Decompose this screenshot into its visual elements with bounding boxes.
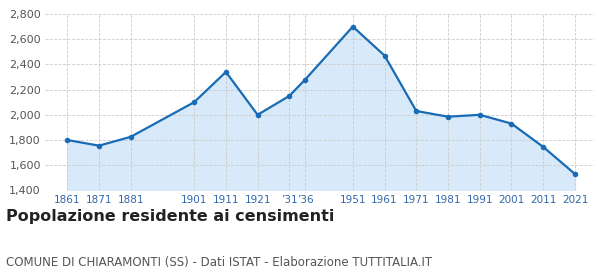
Point (538, 145, 548, 149)
Text: COMUNE DI CHIARAMONTI (SS) - Dati ISTAT - Elaborazione TUTTITALIA.IT: COMUNE DI CHIARAMONTI (SS) - Dati ISTAT … (6, 256, 432, 269)
Point (301, 77, 310, 82)
Point (62, 138, 72, 142)
Point (570, 172, 580, 176)
Point (94, 143, 104, 148)
Point (284, 94, 294, 98)
Point (506, 122, 516, 126)
Point (348, 24, 358, 29)
Point (126, 135, 136, 139)
Point (443, 115, 453, 119)
Point (412, 109, 421, 113)
Point (253, 113, 262, 117)
Point (221, 70, 230, 74)
Point (380, 53, 389, 58)
Point (190, 100, 199, 104)
Text: Popolazione residente ai censimenti: Popolazione residente ai censimenti (6, 209, 334, 224)
Point (475, 113, 485, 117)
